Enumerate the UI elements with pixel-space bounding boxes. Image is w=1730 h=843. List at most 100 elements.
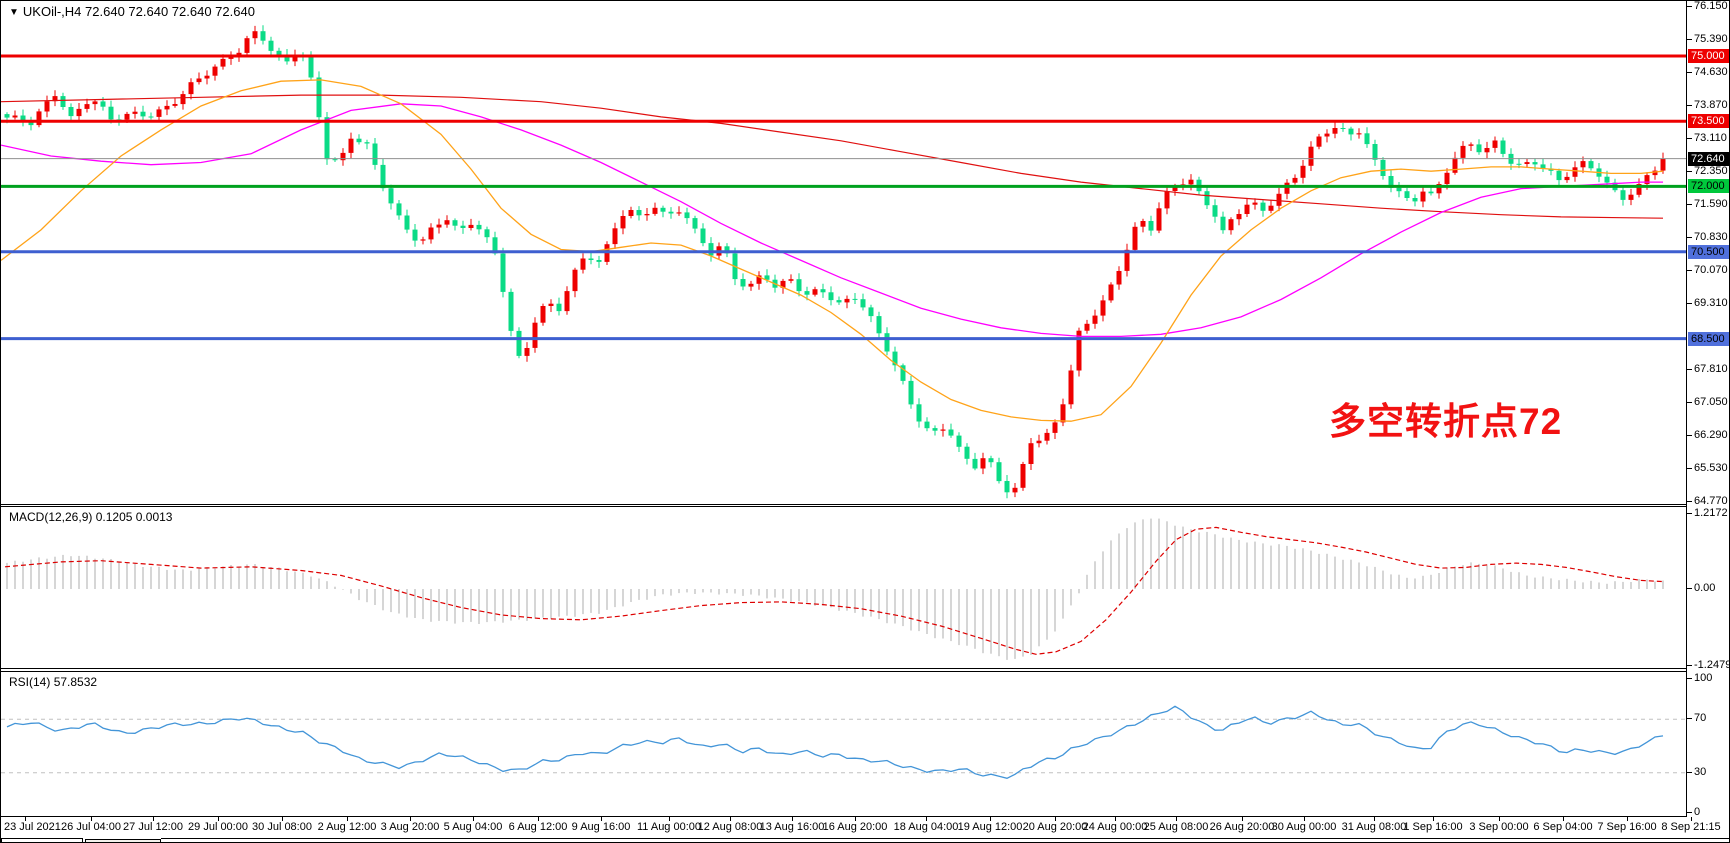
candlestick — [580, 258, 586, 270]
candlestick — [692, 218, 698, 229]
candlestick — [1564, 176, 1570, 181]
candlestick — [372, 143, 378, 165]
candlestick — [1484, 148, 1490, 153]
ma-slow-red-line[interactable] — [1, 94, 1664, 219]
candlestick — [644, 214, 650, 216]
candlestick — [668, 211, 674, 214]
chart-annotation-text[interactable]: 多空转折点72 — [1329, 401, 1563, 442]
candlestick — [1140, 221, 1146, 227]
date-tick-mark — [855, 817, 856, 821]
ma-magenta-line[interactable] — [1, 103, 1663, 338]
date-tick-mark — [25, 817, 26, 821]
date-tick-label: 31 Aug 08:00 — [1341, 821, 1407, 833]
candlestick — [916, 404, 922, 422]
candlestick — [396, 203, 402, 216]
candlestick — [1340, 128, 1346, 129]
candlestick — [1268, 205, 1274, 211]
main-chart-canvas[interactable] — [1, 1, 1686, 504]
date-tick-mark — [538, 817, 539, 821]
candlestick — [124, 113, 130, 120]
candlestick — [1092, 315, 1098, 324]
date-tick-mark — [1433, 817, 1434, 821]
time-axis[interactable]: 23 Jul 2021 26 Jul 04:00 27 Jul 12:00 29 Ju… — [1, 817, 1729, 838]
date-tick-mark — [1304, 817, 1305, 821]
candlestick — [652, 207, 658, 214]
candlestick — [68, 107, 74, 117]
candlestick — [868, 307, 874, 317]
candlestick — [1028, 443, 1034, 464]
candlestick — [28, 120, 34, 126]
candlestick — [1276, 193, 1282, 206]
candlestick — [1300, 165, 1306, 178]
candlestick — [380, 164, 386, 189]
candlestick — [1204, 191, 1210, 206]
rsi-tick-label: 30 — [1686, 766, 1707, 778]
candlestick — [92, 101, 98, 105]
rsi-line — [6, 705, 1664, 779]
candlestick — [1084, 323, 1090, 331]
price-tick-label: 73.870 — [1687, 99, 1728, 111]
rsi-chart-canvas[interactable] — [1, 672, 1686, 816]
macd-values: 0.1205 0.0013 — [95, 510, 173, 524]
price-level-badge: 70.500 — [1688, 245, 1729, 259]
price-level-badge: 68.500 — [1688, 332, 1729, 346]
candlestick — [628, 210, 634, 216]
macd-tick-label: 0.00 — [1686, 582, 1716, 594]
candlestick — [388, 188, 394, 204]
macd-chart-canvas[interactable] — [1, 507, 1686, 668]
ma-orange-line[interactable] — [1, 79, 1664, 422]
candlestick — [1388, 176, 1394, 188]
candlestick — [572, 269, 578, 292]
date-tick-mark — [1627, 817, 1628, 821]
candlestick — [500, 253, 506, 292]
date-tick-mark — [410, 817, 411, 821]
candlestick — [364, 142, 370, 144]
candlestick — [1332, 128, 1338, 134]
candlestick — [892, 351, 898, 366]
candlestick — [60, 96, 66, 107]
candlestick — [1172, 187, 1178, 191]
candlestick — [20, 115, 26, 121]
macd-indicator-panel[interactable]: MACD(12,26,9) 0.1205 0.0013 — [1, 506, 1686, 669]
candlestick — [1620, 190, 1626, 200]
candlestick — [1220, 216, 1226, 231]
candlestick — [564, 291, 570, 312]
candlestick — [636, 210, 642, 216]
candlestick — [540, 306, 546, 323]
candlestick — [1004, 481, 1010, 493]
candlestick — [1148, 221, 1154, 231]
symbol-dropdown-icon[interactable]: ▼ — [9, 7, 19, 18]
chart-tab[interactable] — [85, 839, 161, 842]
candlestick — [404, 215, 410, 230]
price-axis[interactable]: 76.150 75.390 74.630 73.870 73.110 72.350 71.5… — [1686, 1, 1729, 818]
candlestick — [1588, 161, 1594, 169]
date-tick-label: 12 Aug 08:00 — [697, 821, 763, 833]
chart-tab-active[interactable] — [1, 838, 83, 842]
candlestick — [1156, 208, 1162, 231]
candlestick — [940, 429, 946, 431]
main-price-panel[interactable]: ▼ UKOil-,H4 72.640 72.640 72.640 72.640 多… — [1, 1, 1686, 505]
date-tick-mark — [730, 817, 731, 821]
candlestick — [348, 138, 354, 153]
candlestick — [428, 227, 434, 240]
candlestick — [708, 243, 714, 256]
candlestick — [4, 114, 10, 118]
rsi-indicator-panel[interactable]: RSI(14) 57.8532 — [1, 671, 1686, 817]
candlestick — [532, 322, 538, 348]
candlestick — [1572, 167, 1578, 177]
price-tick-label: 70.070 — [1687, 264, 1728, 276]
price-tick-label: 65.530 — [1687, 462, 1728, 474]
candlestick — [100, 101, 106, 107]
candlestick — [1212, 205, 1218, 217]
candlestick — [804, 291, 810, 295]
chart-tabs-bar[interactable] — [1, 838, 1729, 842]
candlestick — [156, 109, 162, 117]
date-tick-label: 2 Aug 12:00 — [317, 821, 377, 833]
candlestick — [820, 289, 826, 293]
candlestick — [1284, 182, 1290, 194]
date-tick-mark — [1055, 817, 1056, 821]
candlestick — [228, 57, 234, 59]
candlestick — [172, 104, 178, 106]
date-tick-mark — [282, 817, 283, 821]
